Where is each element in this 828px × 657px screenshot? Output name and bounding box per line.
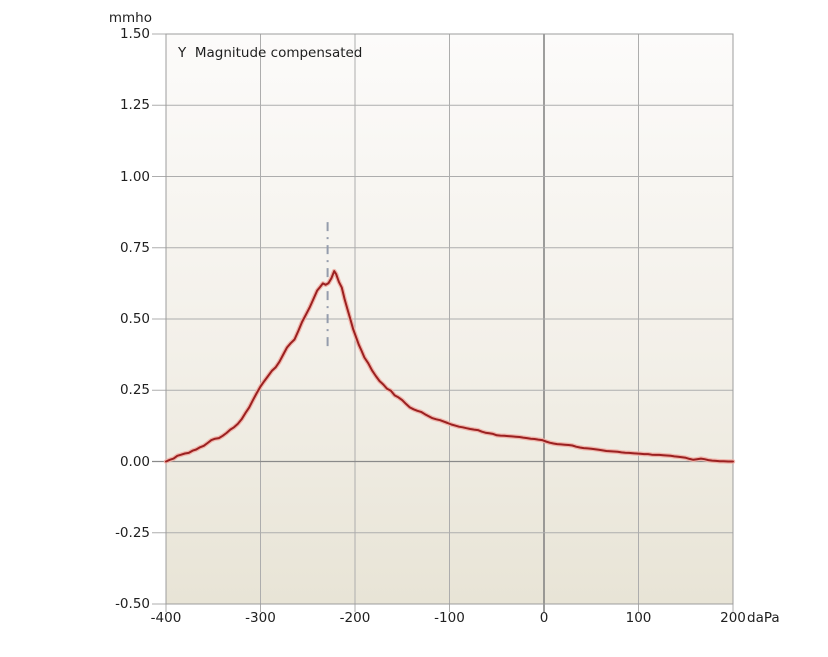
y-tick-label-1.25: 1.25 (119, 97, 150, 114)
y-tick-label-1.50: 1.50 (119, 26, 150, 42)
x-tick-label-0: 0 (539, 610, 549, 626)
x-tick-label-200: 200 (720, 610, 746, 626)
x-axis-unit-label: daPa (747, 610, 780, 626)
chart-title: Y Magnitude compensated (178, 45, 363, 61)
y-tick-label-0.00: 0.00 (119, 453, 150, 470)
x-tick-label--300: -300 (245, 610, 276, 626)
x-tick-label--100: -100 (434, 610, 465, 626)
y-tick-label-0.75: 0.75 (119, 239, 150, 256)
x-tick-label--400: -400 (150, 610, 182, 626)
y-tick-label--0.25: -0.25 (115, 524, 150, 541)
y-axis-unit-label: mmho (108, 10, 152, 26)
x-tick-label--200: -200 (339, 610, 371, 626)
y-tick-label-0.25: 0.25 (119, 382, 150, 399)
plot-frame (165, 33, 734, 605)
y-tick-label-1.00: 1.00 (119, 168, 150, 185)
tympanogram-curve (165, 270, 734, 463)
x-tick-label-100: 100 (625, 610, 652, 626)
y-tick-label--0.50: -0.50 (115, 596, 150, 612)
y-tick-label-0.50: 0.50 (119, 311, 150, 327)
